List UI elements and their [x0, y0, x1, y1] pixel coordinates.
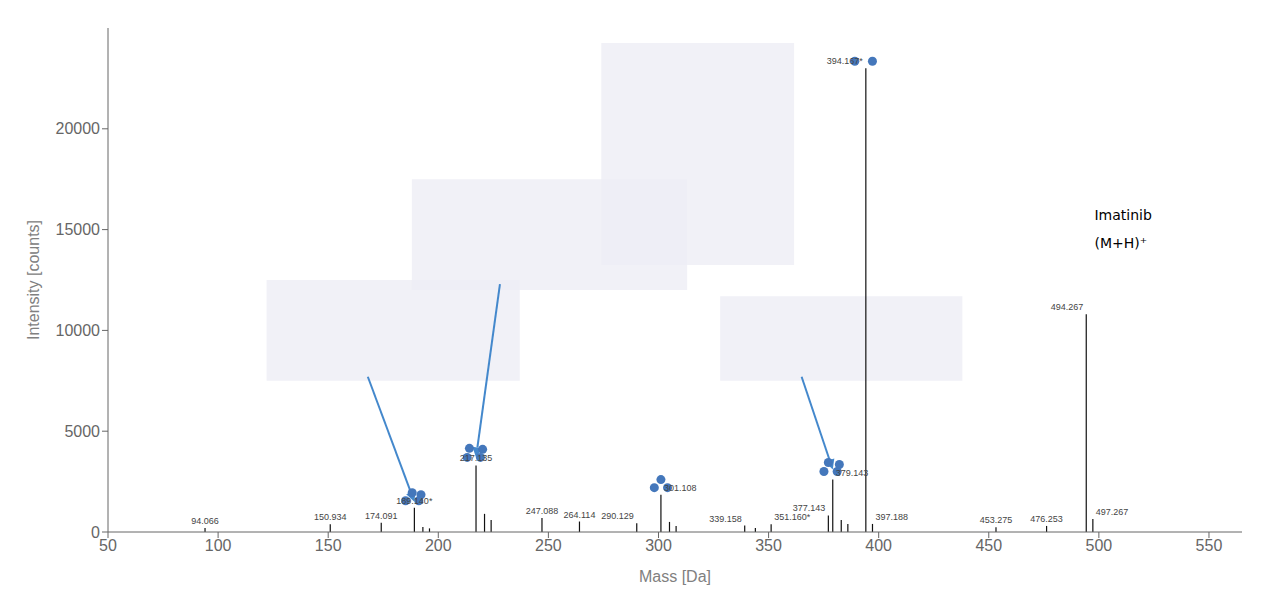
svg-text:476.253: 476.253 — [1030, 514, 1063, 524]
svg-text:394.167*: 394.167* — [827, 56, 864, 66]
svg-text:379.143: 379.143 — [836, 468, 869, 478]
svg-text:150: 150 — [315, 537, 342, 554]
svg-text:550: 550 — [1196, 537, 1223, 554]
svg-text:450: 450 — [975, 537, 1002, 554]
svg-text:351.160*: 351.160* — [774, 512, 811, 522]
svg-text:94.066: 94.066 — [191, 516, 219, 526]
svg-text:494.267: 494.267 — [1051, 302, 1084, 312]
svg-text:200: 200 — [425, 537, 452, 554]
svg-text:397.188: 397.188 — [875, 512, 908, 522]
svg-text:339.158: 339.158 — [709, 514, 742, 524]
svg-text:Intensity [counts]: Intensity [counts] — [25, 220, 42, 340]
svg-text:10000: 10000 — [56, 322, 101, 339]
svg-text:Imatinib: Imatinib — [1094, 207, 1151, 223]
svg-text:(M+H)⁺: (M+H)⁺ — [1094, 235, 1147, 251]
svg-text:290.129: 290.129 — [601, 511, 634, 521]
svg-text:453.275: 453.275 — [980, 515, 1013, 525]
svg-text:500: 500 — [1086, 537, 1113, 554]
svg-text:400: 400 — [865, 537, 892, 554]
svg-text:300: 300 — [645, 537, 672, 554]
svg-text:150.934: 150.934 — [314, 512, 347, 522]
svg-text:350: 350 — [755, 537, 782, 554]
svg-text:0: 0 — [91, 524, 100, 541]
svg-text:301.108: 301.108 — [664, 483, 697, 493]
svg-text:Mass [Da]: Mass [Da] — [639, 568, 711, 585]
svg-text:247.088: 247.088 — [526, 506, 559, 516]
svg-text:264.114: 264.114 — [564, 510, 596, 520]
svg-text:50: 50 — [99, 537, 117, 554]
svg-text:217.135: 217.135 — [460, 453, 493, 463]
svg-text:377.143: 377.143 — [793, 503, 826, 513]
svg-text:20000: 20000 — [56, 120, 101, 137]
svg-text:174.091: 174.091 — [365, 511, 398, 521]
svg-text:497.267: 497.267 — [1096, 507, 1129, 517]
svg-text:5000: 5000 — [64, 423, 100, 440]
svg-text:250: 250 — [535, 537, 562, 554]
svg-text:100: 100 — [205, 537, 232, 554]
svg-text:189.140*: 189.140* — [396, 496, 433, 506]
svg-text:15000: 15000 — [56, 221, 101, 238]
